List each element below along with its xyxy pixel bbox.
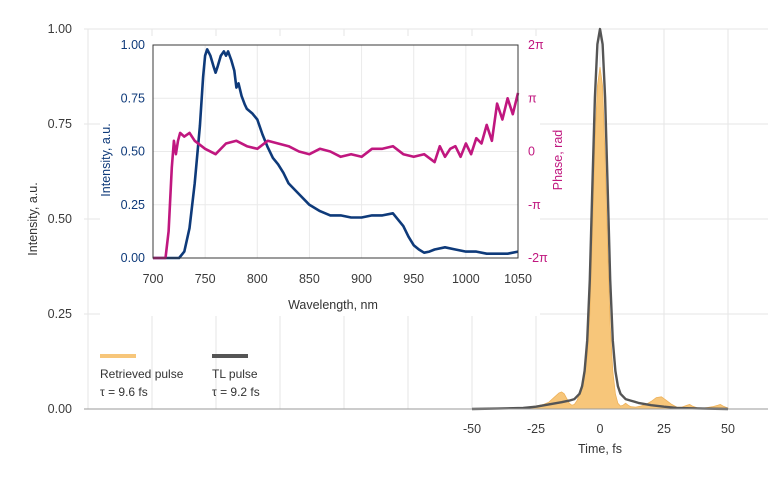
inset-y-tick-label: 0.50 (121, 145, 145, 159)
inset-y2-tick-label: 2π (528, 38, 544, 52)
inset-x-tick-label: 1000 (452, 272, 480, 286)
inset-y-axis-label: Intensity, a.u. (99, 123, 113, 196)
inset-y-tick-label: 0.25 (121, 198, 145, 212)
main-y-tick-label: 0.25 (48, 307, 72, 321)
inset-y-tick-label: 0.75 (121, 91, 145, 105)
main-x-tick-label: 0 (597, 422, 604, 436)
retrieved-pulse-area (471, 66, 729, 410)
inset-x-tick-label: 900 (351, 272, 372, 286)
inset-y-tick-label: 1.00 (121, 38, 145, 52)
inset-x-tick-label: 950 (403, 272, 424, 286)
legend-label-tl: TL pulse (212, 367, 258, 381)
main-y-tick-label: 1.00 (48, 22, 72, 36)
inset-background (100, 36, 540, 316)
main-series (471, 27, 729, 411)
inset-frame (152, 44, 519, 259)
inset-x-tick-label: 1050 (504, 272, 532, 286)
main-x-axis-label: Time, fs (578, 442, 622, 456)
main-x-tick-label: 50 (721, 422, 735, 436)
spectrum-intensity-line (153, 48, 519, 260)
inset-y2-tick-label: π (528, 91, 537, 105)
main-x-tick-label: -50 (463, 422, 481, 436)
legend-note-tl: τ = 9.2 fs (212, 385, 260, 399)
inset-y2-tick-label: -2π (528, 251, 548, 265)
inset-y2-tick-label: 0 (528, 145, 535, 159)
inset-x-tick-label: 850 (299, 272, 320, 286)
legend: Retrieved pulse τ = 9.6 fs TL pulse τ = … (100, 354, 260, 399)
legend-note-retrieved: τ = 9.6 fs (100, 385, 148, 399)
main-y-axis-label: Intensity, a.u. (26, 182, 40, 255)
inset-series (153, 48, 520, 260)
inset-x-axis-label: Wavelength, nm (288, 298, 378, 312)
inset-x-tick-label: 800 (247, 272, 268, 286)
inset-y2-axis-label: Phase, rad (551, 130, 565, 191)
inset-tick-labels: 700 750 800 850 900 950 1000 1050 0.00 0.25 0.50 0.… (121, 38, 548, 286)
inset-y2-tick-label: -π (528, 198, 541, 212)
main-x-tick-label: -25 (527, 422, 545, 436)
main-y-tick-label: 0.50 (48, 212, 72, 226)
inset-x-tick-label: 700 (143, 272, 164, 286)
inset-x-tick-label: 750 (195, 272, 216, 286)
legend-label-retrieved: Retrieved pulse (100, 367, 184, 381)
inset-y-tick-label: 0.00 (121, 251, 145, 265)
main-y-tick-label: 0.75 (48, 117, 72, 131)
main-x-tick-label: 25 (657, 422, 671, 436)
tl-pulse-line (471, 27, 729, 411)
main-tick-labels: 0.00 0.25 0.50 0.75 1.00 -50 -25 0 25 50 (48, 22, 735, 436)
spectral-phase-line (153, 92, 520, 260)
inset-chart: 700 750 800 850 900 950 1000 1050 0.00 0.25 0.50 0.… (99, 38, 565, 312)
main-y-tick-label: 0.00 (48, 402, 72, 416)
